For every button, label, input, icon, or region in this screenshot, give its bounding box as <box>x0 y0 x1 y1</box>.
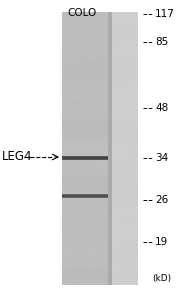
Bar <box>62 194 108 198</box>
Text: 34: 34 <box>155 153 168 163</box>
Text: 48: 48 <box>155 103 168 113</box>
Text: 117: 117 <box>155 9 175 19</box>
Bar <box>62 156 108 160</box>
Bar <box>108 12 112 285</box>
Text: (kD): (kD) <box>152 274 171 283</box>
Bar <box>62 12 138 285</box>
Bar <box>62 157 108 159</box>
Text: 19: 19 <box>155 237 168 247</box>
Bar <box>62 195 108 197</box>
Text: 26: 26 <box>155 195 168 205</box>
Text: 85: 85 <box>155 37 168 47</box>
Text: COLO: COLO <box>67 8 97 18</box>
Text: LEG4: LEG4 <box>2 151 33 164</box>
